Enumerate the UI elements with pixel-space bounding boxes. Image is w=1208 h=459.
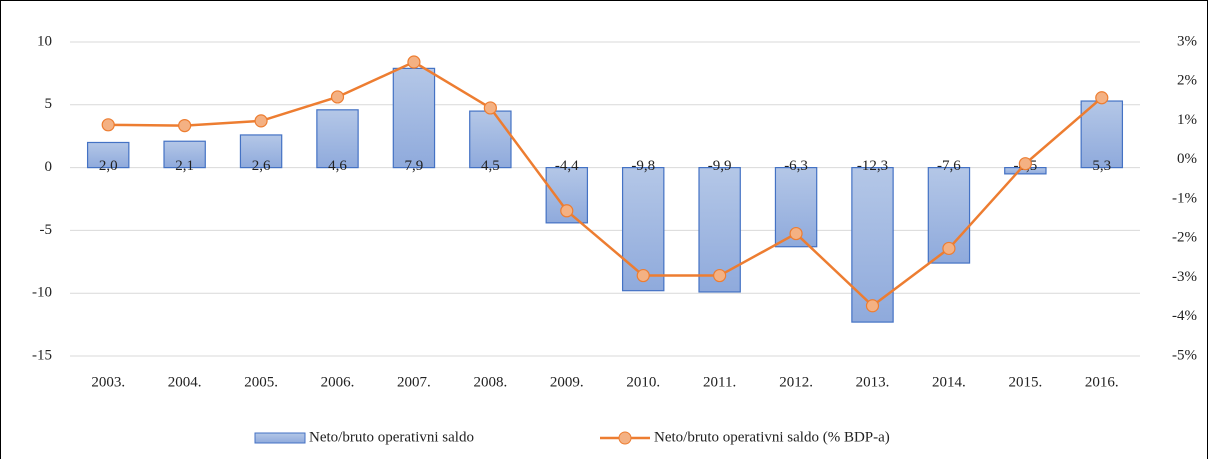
marker [942, 241, 956, 256]
data-label: 5,3 [1092, 158, 1111, 174]
marker [407, 55, 421, 69]
x-tick-label: 2013. [856, 374, 890, 390]
bar [316, 109, 359, 169]
y2-tick-label: -3% [1172, 269, 1197, 285]
marker [178, 119, 192, 133]
data-label: 7,9 [405, 158, 424, 174]
marker [713, 268, 727, 283]
y-tick-label: 5 [45, 96, 53, 112]
legend-marker [618, 431, 632, 445]
x-tick-label: 2004. [168, 374, 202, 390]
marker [1018, 157, 1032, 171]
data-label: 2,0 [99, 158, 118, 174]
marker [101, 118, 115, 132]
x-tick-label: 2008. [473, 374, 507, 390]
bar [239, 134, 283, 169]
marker [1095, 91, 1109, 105]
x-tick-label: 2006. [321, 374, 355, 390]
x-tick-label: 2007. [397, 374, 431, 390]
y2-tick-label: 0% [1177, 151, 1197, 167]
x-tick-label: 2012. [779, 374, 813, 390]
legend-swatch [254, 432, 306, 444]
y2-tick-label: -1% [1172, 190, 1197, 206]
y-tick-label: 0 [45, 159, 53, 175]
data-label: -7,6 [937, 158, 961, 174]
bar [469, 110, 512, 169]
y2-tick-label: 2% [1177, 73, 1197, 89]
data-label: -4,4 [555, 158, 579, 174]
marker [330, 90, 345, 104]
legend-label: Neto/bruto operativni saldo [309, 429, 474, 445]
y-tick-label: 10 [37, 33, 52, 49]
x-tick-label: 2015. [1008, 374, 1042, 390]
marker [865, 299, 880, 313]
y2-tick-label: -2% [1172, 230, 1197, 246]
y2-tick-label: 3% [1177, 33, 1197, 49]
y-tick-label: -15 [32, 347, 52, 363]
y2-tick-label: 1% [1177, 112, 1197, 128]
x-tick-label: 2009. [550, 374, 584, 390]
data-label: 4,6 [328, 158, 347, 174]
data-label: -12,3 [857, 158, 888, 174]
x-tick-label: 2014. [932, 374, 966, 390]
y2-tick-label: -5% [1172, 347, 1197, 363]
bar [1080, 100, 1124, 169]
y-tick-label: -5 [40, 222, 53, 238]
data-label: -6,3 [784, 158, 808, 174]
data-label: 4,5 [481, 158, 500, 174]
data-label: -9,8 [631, 158, 655, 174]
marker [789, 226, 803, 241]
data-label: 2,1 [175, 158, 194, 174]
bar [392, 67, 436, 169]
bar [163, 140, 206, 169]
x-tick-label: 2016. [1085, 374, 1119, 390]
line [108, 60, 1103, 308]
marker [560, 204, 574, 218]
data-label: -9,9 [708, 158, 732, 174]
y2-tick-label: -4% [1172, 308, 1197, 324]
marker [483, 101, 497, 115]
y-tick-label: -10 [32, 285, 52, 301]
bar [851, 167, 894, 323]
x-tick-label: 2005. [244, 374, 278, 390]
bar [86, 141, 130, 169]
marker [254, 114, 268, 128]
data-label: 2,6 [252, 158, 271, 174]
marker [636, 268, 650, 283]
legend-label: Neto/bruto operativni saldo (% BDP-a) [654, 429, 890, 445]
x-tick-label: 2003. [91, 374, 125, 390]
x-tick-label: 2010. [626, 374, 660, 390]
x-tick-label: 2011. [703, 374, 736, 390]
